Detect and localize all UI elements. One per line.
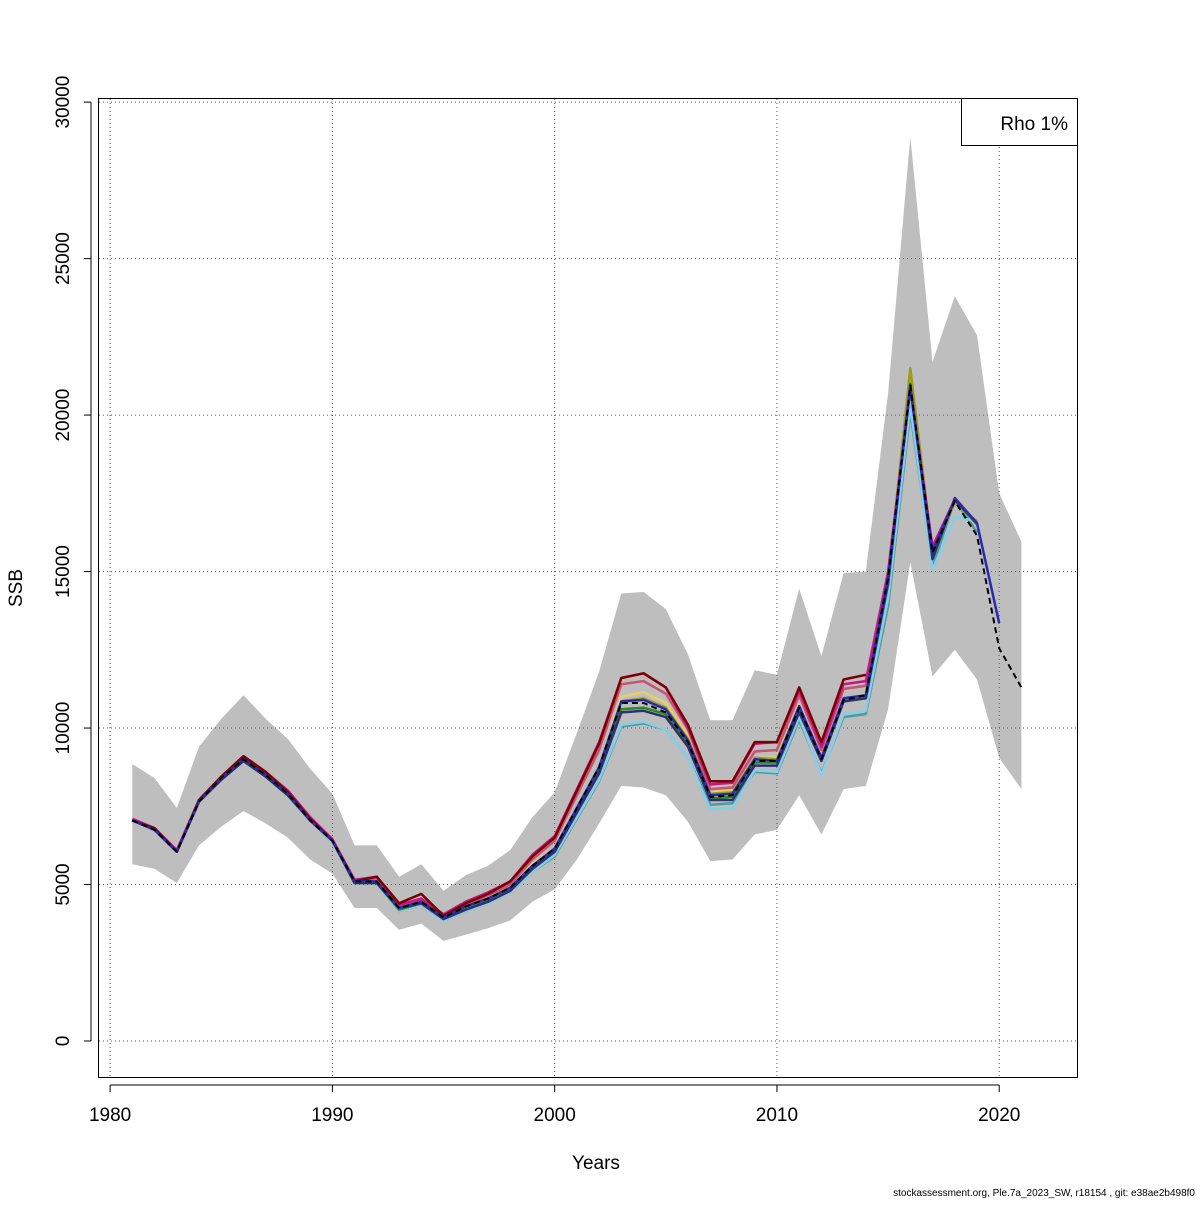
- y-axis-label: SSB: [6, 569, 27, 607]
- legend-text: Rho 1%: [1000, 114, 1068, 135]
- confidence-band-layer: [132, 136, 1022, 941]
- series-line-9: [131, 672, 867, 918]
- series-line-11: [131, 384, 1023, 919]
- plot-frame: [98, 98, 1078, 1078]
- y-tick-label: 25000: [53, 232, 74, 285]
- legend-frame: [961, 98, 1078, 146]
- y-tick-label: 20000: [53, 389, 74, 442]
- y-tick-label: 30000: [53, 76, 74, 129]
- confidence-band: [132, 136, 1022, 941]
- x-tick-label: 1980: [89, 1105, 131, 1126]
- y-tick-label: 10000: [53, 702, 74, 755]
- grid-layer: [99, 99, 1077, 1077]
- footer-note: stockassessment.org, Ple.7a_2023_SW, r18…: [893, 1188, 1195, 1199]
- x-axis-label: Years: [572, 1153, 620, 1174]
- series-layer: [131, 366, 1023, 922]
- y-tick-label: 0: [53, 1036, 74, 1047]
- y-tick-label: 5000: [53, 863, 74, 905]
- legend-box: Rho 1%: [961, 98, 1078, 146]
- x-tick-label: 1990: [311, 1105, 353, 1126]
- x-axis: 1980 1990 2000 2010 2020: [89, 1084, 1020, 1126]
- x-tick-label: 2020: [978, 1105, 1020, 1126]
- x-tick-label: 2000: [534, 1105, 576, 1126]
- y-axis: 0 5000 10000 15000 20000 25000 30000: [53, 76, 92, 1047]
- x-tick-label: 2010: [756, 1105, 798, 1126]
- y-tick-label: 15000: [53, 545, 74, 598]
